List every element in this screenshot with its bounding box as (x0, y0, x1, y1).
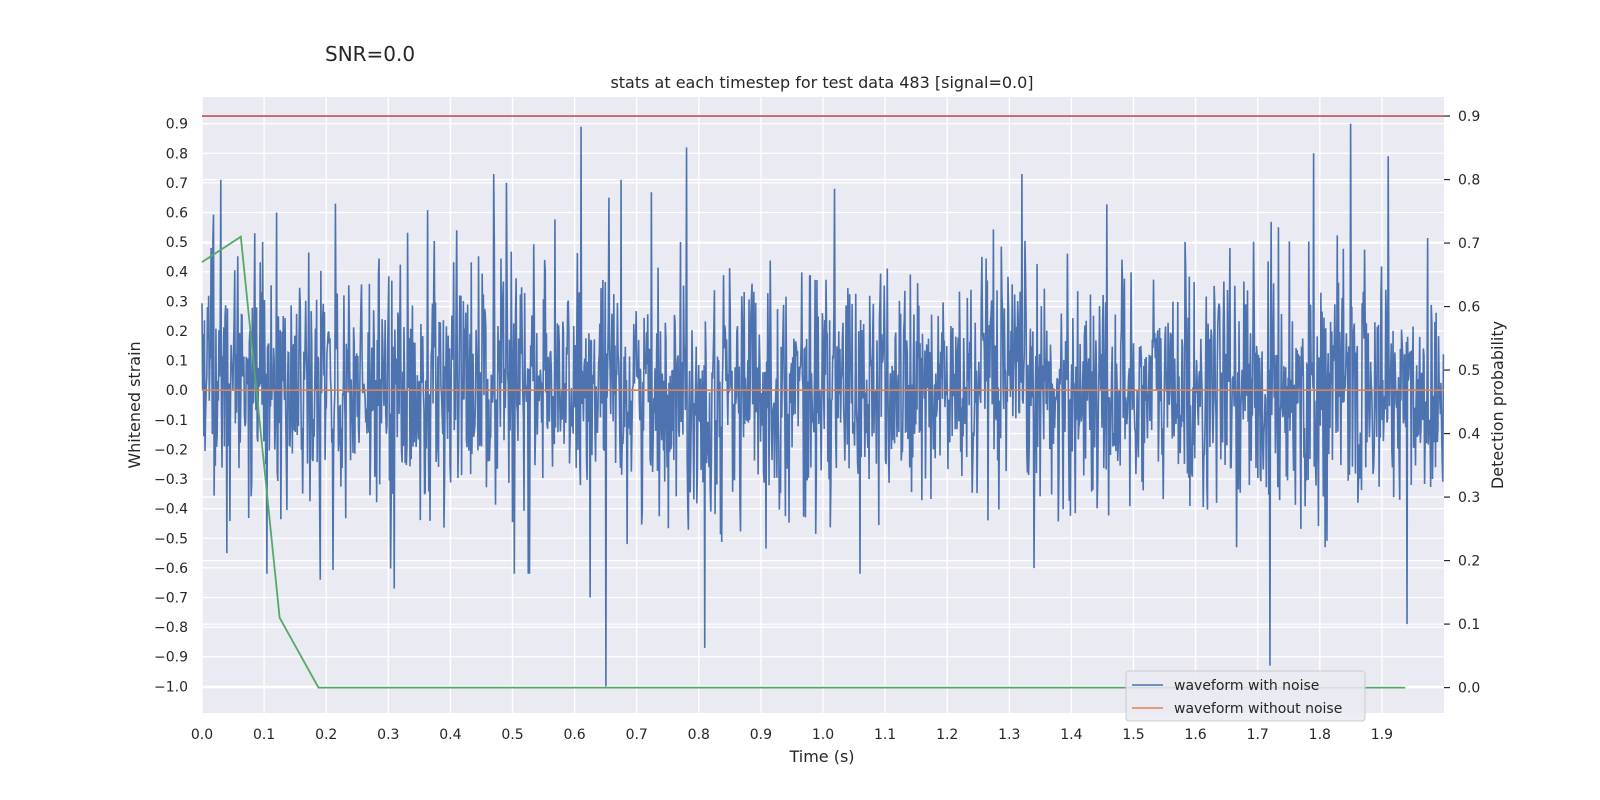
y-tick-label: −0.9 (154, 650, 188, 666)
y-tick-label: −0.3 (154, 472, 188, 488)
y-tick-label: 0.1 (166, 354, 188, 370)
y-tick-label: 0.0 (166, 383, 188, 399)
y-axis-ticks: 0.9 0.8 0.7 0.6 0.5 0.4 0.3 0.2 0.1 0.0 −0.1 −0.2 −0… (154, 117, 188, 696)
x-tick-label: 0.3 (377, 727, 399, 743)
y-tick-label: 0.9 (166, 117, 188, 133)
x-tick-label: 1.8 (1309, 727, 1331, 743)
x-tick-label: 0.0 (191, 727, 213, 743)
y-axis-label: Whitened strain (125, 341, 144, 468)
x-tick-label: 0.4 (439, 727, 461, 743)
y-tick-label: 0.4 (166, 265, 188, 281)
y-tick-label: −0.5 (154, 531, 188, 547)
legend: waveform with noise waveform without noi… (1125, 670, 1366, 722)
y-tick-label: 0.2 (166, 324, 188, 340)
x-tick-label: 1.0 (812, 727, 834, 743)
y-tick-label: −0.1 (154, 413, 188, 429)
y2-tick-label: 0.2 (1458, 554, 1480, 570)
y-tick-label: 0.6 (166, 206, 188, 222)
y2-tick-label: 0.1 (1458, 617, 1480, 633)
x-tick-label: 0.1 (253, 727, 275, 743)
x-tick-label: 1.3 (998, 727, 1020, 743)
legend-box (1125, 670, 1366, 722)
x-tick-label: 0.5 (501, 727, 523, 743)
x-axis-label: Time (s) (788, 747, 854, 766)
y-tick-label: −0.6 (154, 561, 188, 577)
y2-tick-label: 0.8 (1458, 173, 1480, 189)
x-axis-ticks: 0.0 0.1 0.2 0.3 0.4 0.5 0.6 0.7 0.8 0.9 1.0 1.1 1.2 1… (191, 727, 1393, 743)
x-tick-label: 1.5 (1122, 727, 1144, 743)
chart-title: stats at each timestep for test data 483… (610, 73, 1033, 92)
y-tick-label: −0.2 (154, 442, 188, 458)
y2-tick-label: 0.9 (1458, 109, 1480, 125)
y2-tick-label: 0.6 (1458, 300, 1480, 316)
y-tick-label: −0.8 (154, 620, 188, 636)
y-tick-label: 0.8 (166, 146, 188, 162)
series-layer (201, 115, 1445, 689)
y2-tick-label: 0.7 (1458, 236, 1480, 252)
y-tick-label: 0.5 (166, 235, 188, 251)
legend-label-waveform-without-noise: waveform without noise (1174, 701, 1342, 717)
x-tick-label: 0.8 (688, 727, 710, 743)
suptitle: SNR=0.0 (325, 42, 415, 66)
y-tick-label: 0.7 (166, 176, 188, 192)
legend-label-waveform-with-noise: waveform with noise (1174, 678, 1319, 694)
x-tick-label: 1.6 (1184, 727, 1206, 743)
x-tick-label: 1.7 (1247, 727, 1269, 743)
y2-axis-label: Detection probability (1488, 321, 1507, 489)
y-tick-label: −1.0 (154, 679, 188, 695)
y-tick-label: 0.3 (166, 294, 188, 310)
x-tick-label: 0.6 (563, 727, 585, 743)
x-tick-label: 0.9 (750, 727, 772, 743)
x-tick-label: 1.1 (874, 727, 896, 743)
y2-axis-ticks: 0.9 0.8 0.7 0.6 0.5 0.4 0.3 0.2 0.1 0.0 (1444, 109, 1480, 697)
x-tick-label: 0.7 (626, 727, 648, 743)
y2-tick-label: 0.4 (1458, 427, 1480, 443)
y-tick-label: −0.7 (154, 591, 188, 607)
x-tick-label: 1.2 (936, 727, 958, 743)
y2-tick-label: 0.0 (1458, 681, 1480, 697)
y-tick-label: −0.4 (154, 502, 188, 518)
x-tick-label: 1.4 (1060, 727, 1082, 743)
y2-tick-label: 0.5 (1458, 363, 1480, 379)
x-tick-label: 0.2 (315, 727, 337, 743)
y2-tick-label: 0.3 (1458, 490, 1480, 506)
series-waveform-with-noise (201, 123, 1445, 687)
x-tick-label: 1.9 (1371, 727, 1393, 743)
